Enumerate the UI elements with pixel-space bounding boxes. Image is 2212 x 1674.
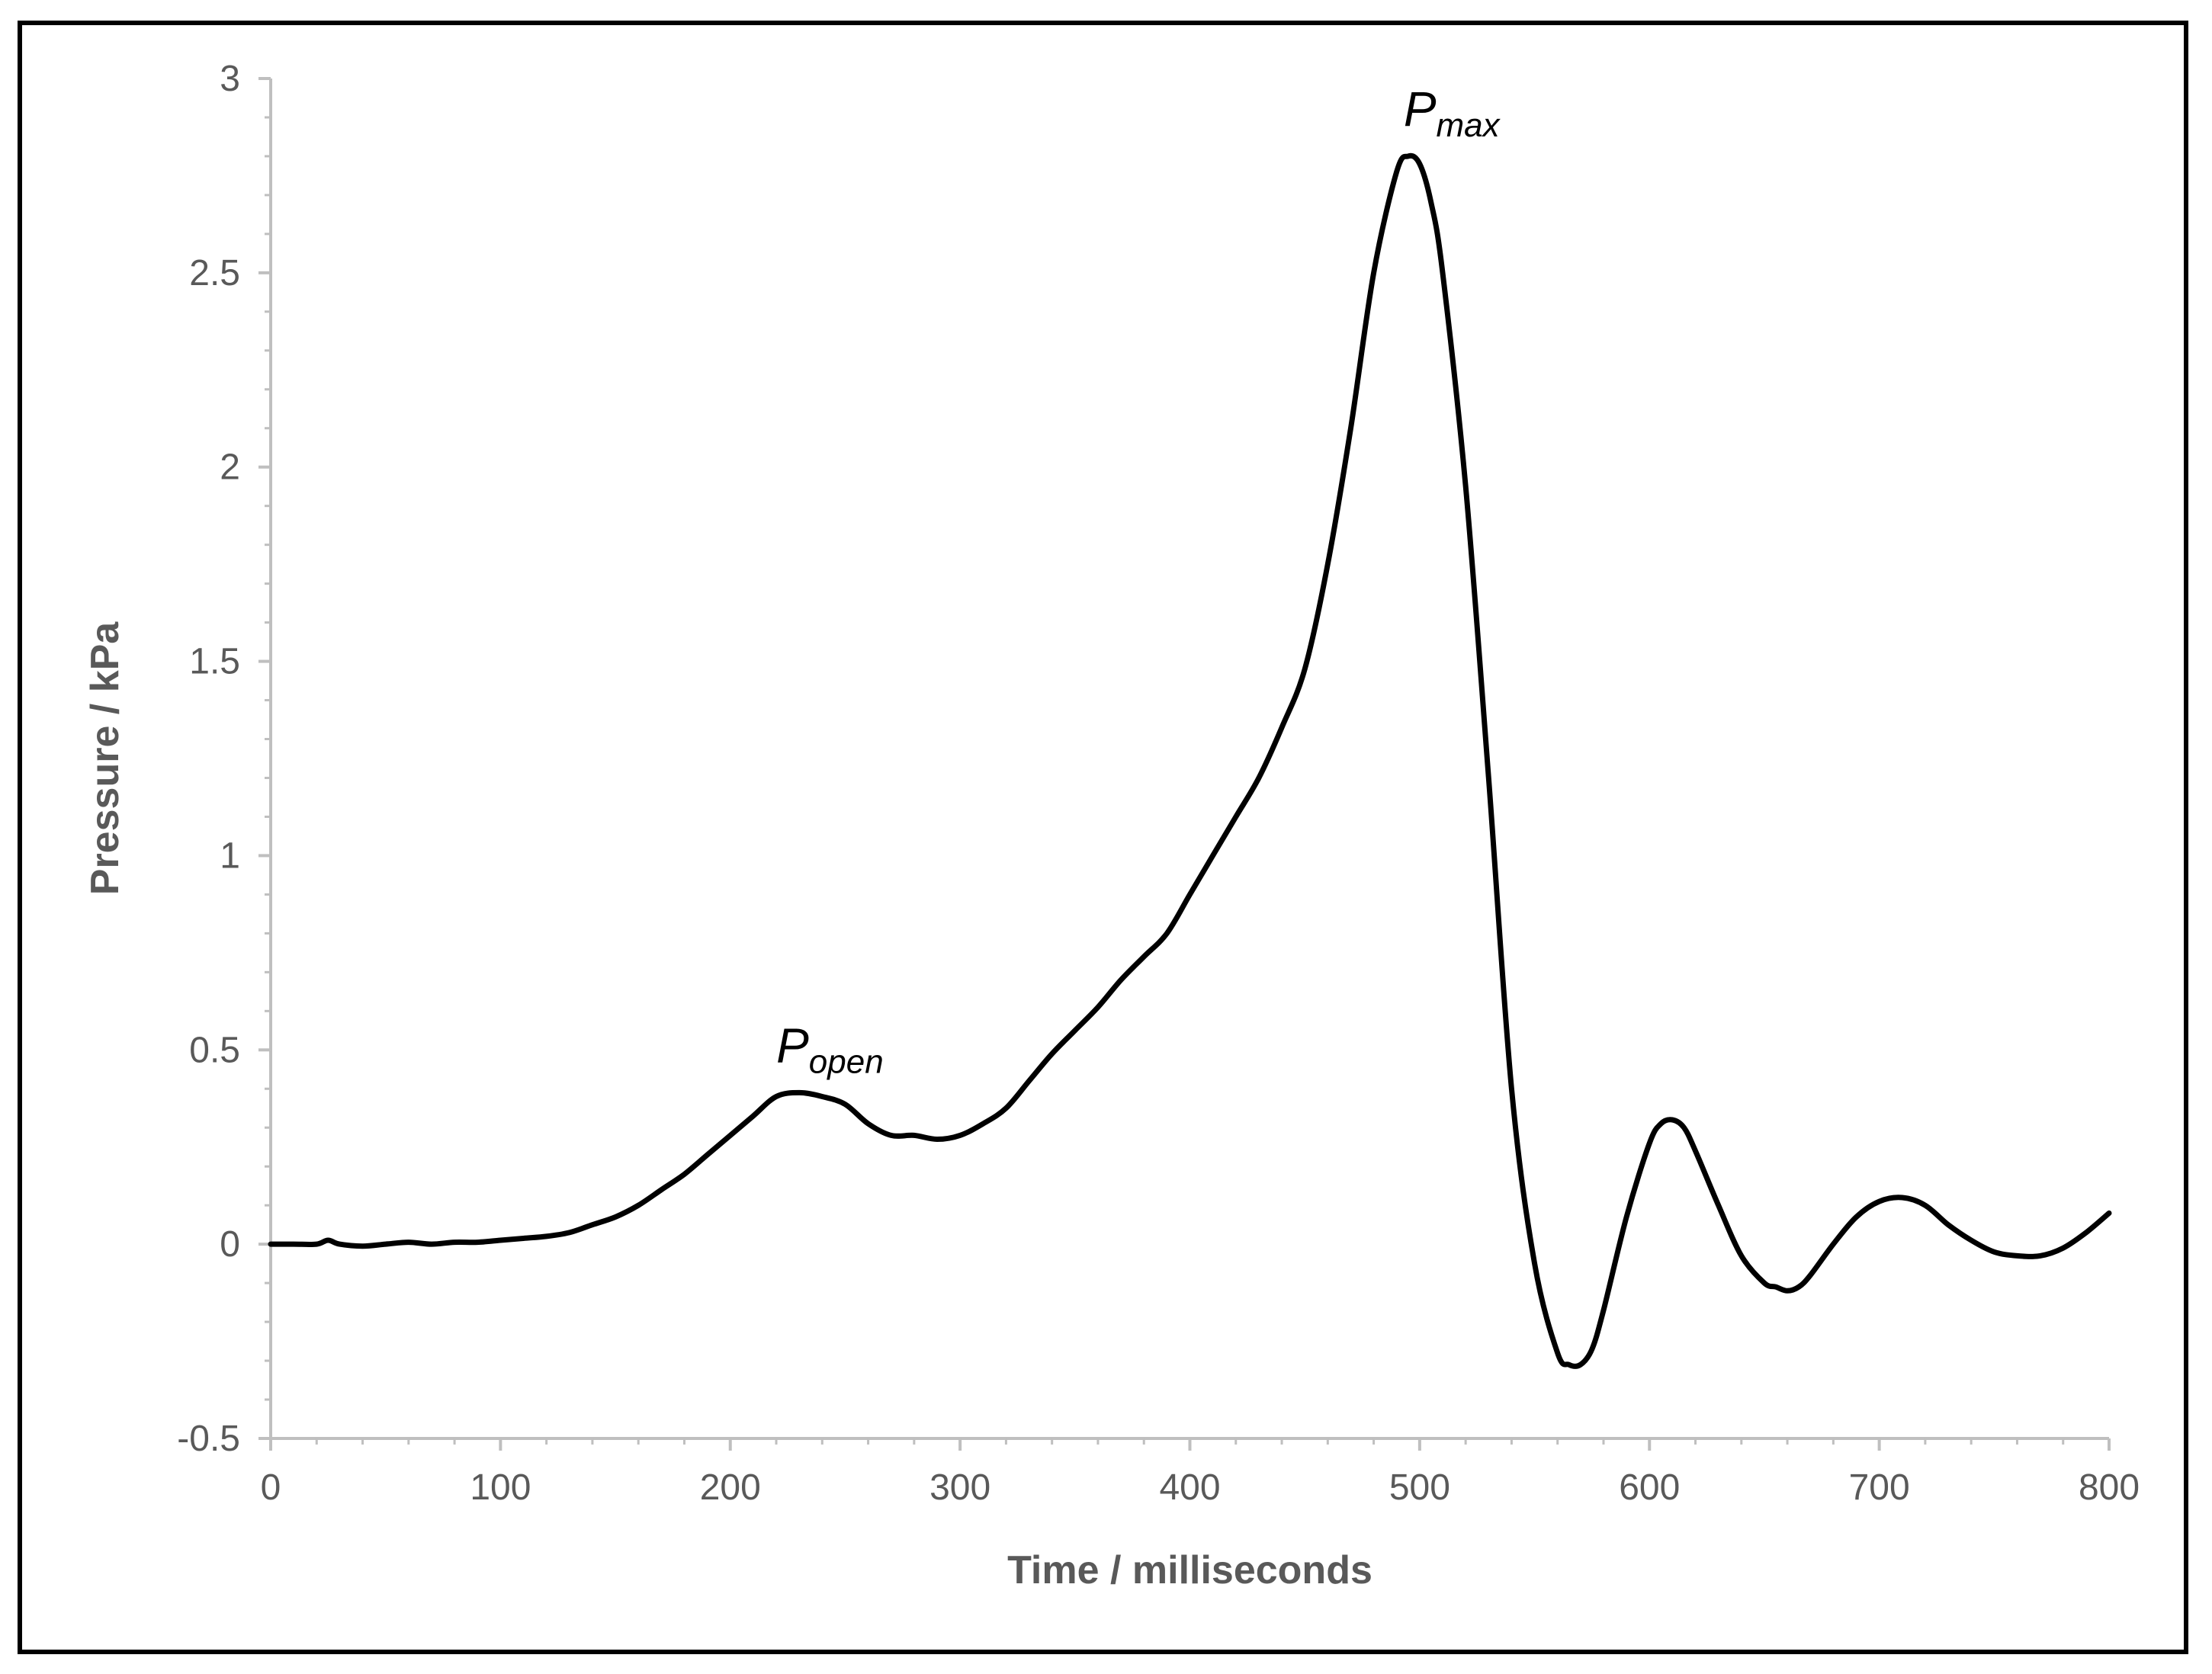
x-tick-label: 400: [1159, 1467, 1220, 1508]
x-tick-label: 300: [929, 1467, 990, 1508]
y-tick-label: 2.5: [189, 253, 240, 293]
y-tick-label: -0.5: [177, 1419, 240, 1459]
annotation-subscript: open: [809, 1043, 884, 1080]
y-tick-label: 1: [220, 835, 240, 876]
data-series: [268, 152, 2112, 1369]
y-tick-label: 0: [220, 1224, 240, 1265]
x-tick-label: 600: [1619, 1467, 1680, 1508]
x-tick-label: 500: [1389, 1467, 1450, 1508]
x-axis-title: Time / milliseconds: [1007, 1548, 1372, 1592]
series-line-0: [268, 152, 2112, 1369]
y-axis-title: Pressure / kPa: [83, 621, 127, 896]
y-tick-label: 2: [220, 447, 240, 488]
x-tick-label: 0: [261, 1467, 281, 1508]
x-tick-label: 200: [700, 1467, 761, 1508]
annotation-open: Popen: [776, 1018, 884, 1080]
annotation-main: P: [776, 1018, 809, 1073]
x-tick-label: 700: [1849, 1467, 1910, 1508]
tick-labels: -0.5 0 0.5 1 1.5 2 2.5 3 0 100 200 300 400 500 600 700 8…: [177, 59, 2140, 1508]
outer-frame: [18, 21, 2188, 1654]
axes: [258, 77, 2111, 1451]
x-tick-label: 100: [470, 1467, 531, 1508]
y-tick-label: 3: [220, 59, 240, 99]
annotation-subscript: max: [1437, 107, 1501, 144]
y-tick-label: 1.5: [189, 642, 240, 682]
annotation-max: Pmax: [1404, 82, 1501, 144]
x-tick-label: 800: [2079, 1467, 2140, 1508]
annotation-main: P: [1404, 82, 1437, 136]
y-tick-label: 0.5: [189, 1030, 240, 1070]
